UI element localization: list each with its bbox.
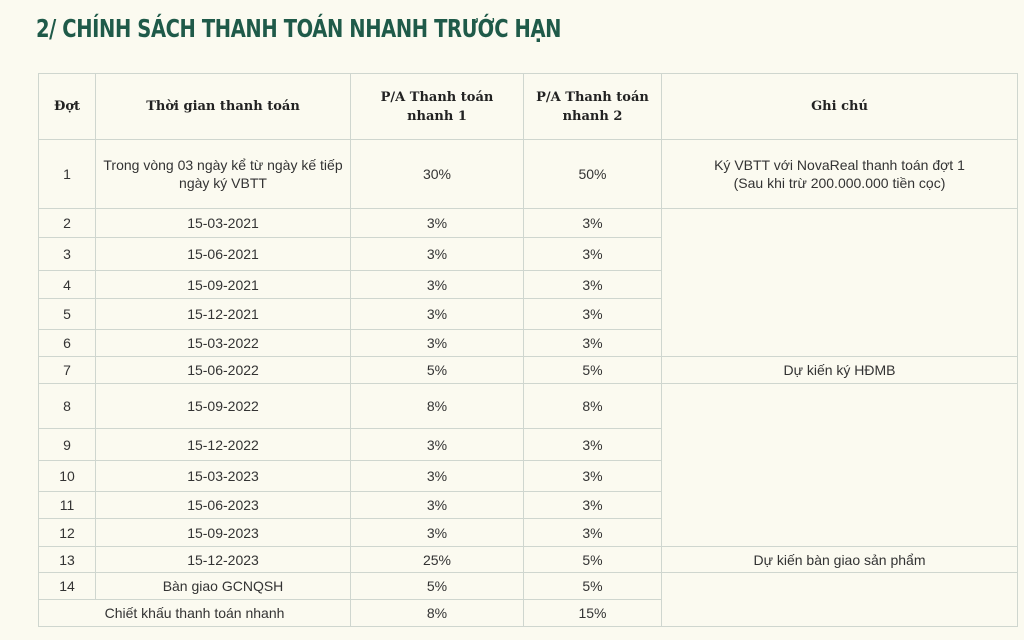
table-row: 10 15-03-2023 3% 3% (38, 460, 1018, 492)
cell-time: 15-12-2021 (95, 298, 351, 330)
cell-note-empty (661, 572, 1018, 627)
table-row: 11 15-06-2023 3% 3% (38, 491, 1018, 519)
cell-note: Dự kiến ký HĐMB (661, 356, 1018, 384)
cell-time: 15-03-2021 (95, 208, 351, 238)
cell-discount-label: Chiết khấu thanh toán nhanh (38, 599, 351, 627)
table-row: 1 Trong vòng 03 ngày kể từ ngày kế tiếp … (38, 139, 1018, 209)
cell-time: 15-09-2023 (95, 518, 351, 547)
table-row: 5 15-12-2021 3% 3% (38, 298, 1018, 330)
cell-phase: 14 (38, 572, 96, 600)
cell-phase: 5 (38, 298, 96, 330)
cell-phase: 10 (38, 460, 96, 492)
table-row: 14 Bàn giao GCNQSH 5% 5% (38, 572, 1018, 627)
cell-plan1: 8% (350, 383, 524, 429)
cell-time: 15-12-2023 (95, 546, 351, 573)
cell-plan2: 3% (523, 208, 662, 238)
table-row: 12 15-09-2023 3% 3% (38, 518, 1018, 547)
cell-phase: 3 (38, 237, 96, 271)
note-line: Ký VBTT với NovaReal thanh toán đợt 1 (714, 157, 965, 173)
cell-plan2: 3% (523, 491, 662, 519)
table-row: 8 15-09-2022 8% 8% (38, 383, 1018, 547)
cell-plan1: 25% (350, 546, 524, 573)
table-row: 6 15-03-2022 3% 3% (38, 329, 1018, 357)
cell-plan1: 3% (350, 329, 524, 357)
cell-plan1: 3% (350, 518, 524, 547)
cell-phase: 9 (38, 428, 96, 461)
table-row: 13 15-12-2023 25% 5% Dự kiến bàn giao sả… (38, 546, 1018, 573)
cell-plan2: 5% (523, 356, 662, 384)
cell-time-text: Trong vòng 03 ngày kể từ ngày kế tiếp ng… (103, 157, 343, 191)
cell-time: 15-06-2023 (95, 491, 351, 519)
cell-time: 15-09-2021 (95, 270, 351, 299)
cell-plan1: 5% (350, 356, 524, 384)
cell-plan2: 5% (523, 572, 662, 600)
table-row: 2 15-03-2021 3% 3% (38, 208, 1018, 357)
cell-phase: 6 (38, 329, 96, 357)
cell-note: Ký VBTT với NovaReal thanh toán đợt 1 (S… (661, 139, 1018, 209)
cell-time: 15-12-2022 (95, 428, 351, 461)
cell-time: 15-06-2021 (95, 237, 351, 271)
cell-plan1: 8% (350, 599, 524, 627)
table-header-row: Đợt Thời gian thanh toán P/A Thanh toán … (38, 73, 1018, 140)
cell-plan1: 3% (350, 237, 524, 271)
cell-plan1: 3% (350, 298, 524, 330)
cell-phase: 4 (38, 270, 96, 299)
cell-phase: 1 (38, 139, 96, 209)
cell-plan2: 50% (523, 139, 662, 209)
header-time: Thời gian thanh toán (95, 73, 351, 140)
cell-plan2: 3% (523, 329, 662, 357)
cell-note: Dự kiến bàn giao sản phẩm (661, 546, 1018, 573)
cell-phase: 13 (38, 546, 96, 573)
cell-plan1: 3% (350, 491, 524, 519)
cell-time: 15-09-2022 (95, 383, 351, 429)
cell-time: Bàn giao GCNQSH (95, 572, 351, 600)
header-phase: Đợt (38, 73, 96, 140)
cell-time: 15-03-2023 (95, 460, 351, 492)
cell-plan2: 3% (523, 428, 662, 461)
cell-note-empty (661, 208, 1018, 357)
cell-time: 15-06-2022 (95, 356, 351, 384)
page-title: 2/ CHÍNH SÁCH THANH TOÁN NHANH TRƯỚC HẠN (36, 14, 562, 43)
cell-plan1: 5% (350, 572, 524, 600)
cell-plan2: 3% (523, 518, 662, 547)
cell-plan2: 3% (523, 460, 662, 492)
cell-phase: 2 (38, 208, 96, 238)
cell-plan2: 8% (523, 383, 662, 429)
header-note: Ghi chú (661, 73, 1018, 140)
header-plan2: P/A Thanh toán nhanh 2 (523, 73, 662, 140)
table-row: 4 15-09-2021 3% 3% (38, 270, 1018, 299)
header-plan1-label: P/A Thanh toán nhanh 1 (380, 89, 494, 124)
cell-phase: 11 (38, 491, 96, 519)
header-plan1: P/A Thanh toán nhanh 1 (350, 73, 524, 140)
cell-plan2: 3% (523, 270, 662, 299)
cell-plan2: 3% (523, 237, 662, 271)
cell-plan2: 15% (523, 599, 662, 627)
cell-phase: 8 (38, 383, 96, 429)
cell-plan1: 3% (350, 460, 524, 492)
cell-plan1: 30% (350, 139, 524, 209)
table-row: 9 15-12-2022 3% 3% (38, 428, 1018, 461)
cell-plan2: 5% (523, 546, 662, 573)
cell-plan1: 3% (350, 428, 524, 461)
header-plan2-label: P/A Thanh toán nhanh 2 (536, 89, 649, 124)
table-row: Chiết khấu thanh toán nhanh 8% 15% (38, 599, 1018, 627)
cell-plan2: 3% (523, 298, 662, 330)
cell-plan1: 3% (350, 208, 524, 238)
table-row: 7 15-06-2022 5% 5% Dự kiến ký HĐMB (38, 356, 1018, 384)
cell-plan1: 3% (350, 270, 524, 299)
cell-phase: 12 (38, 518, 96, 547)
payment-schedule-table: Đợt Thời gian thanh toán P/A Thanh toán … (38, 73, 1018, 627)
cell-time: 15-03-2022 (95, 329, 351, 357)
cell-note-empty (661, 383, 1018, 547)
note-line: (Sau khi trừ 200.000.000 tiền cọc) (733, 175, 946, 191)
cell-phase: 7 (38, 356, 96, 384)
cell-time: Trong vòng 03 ngày kể từ ngày kế tiếp ng… (95, 139, 351, 209)
